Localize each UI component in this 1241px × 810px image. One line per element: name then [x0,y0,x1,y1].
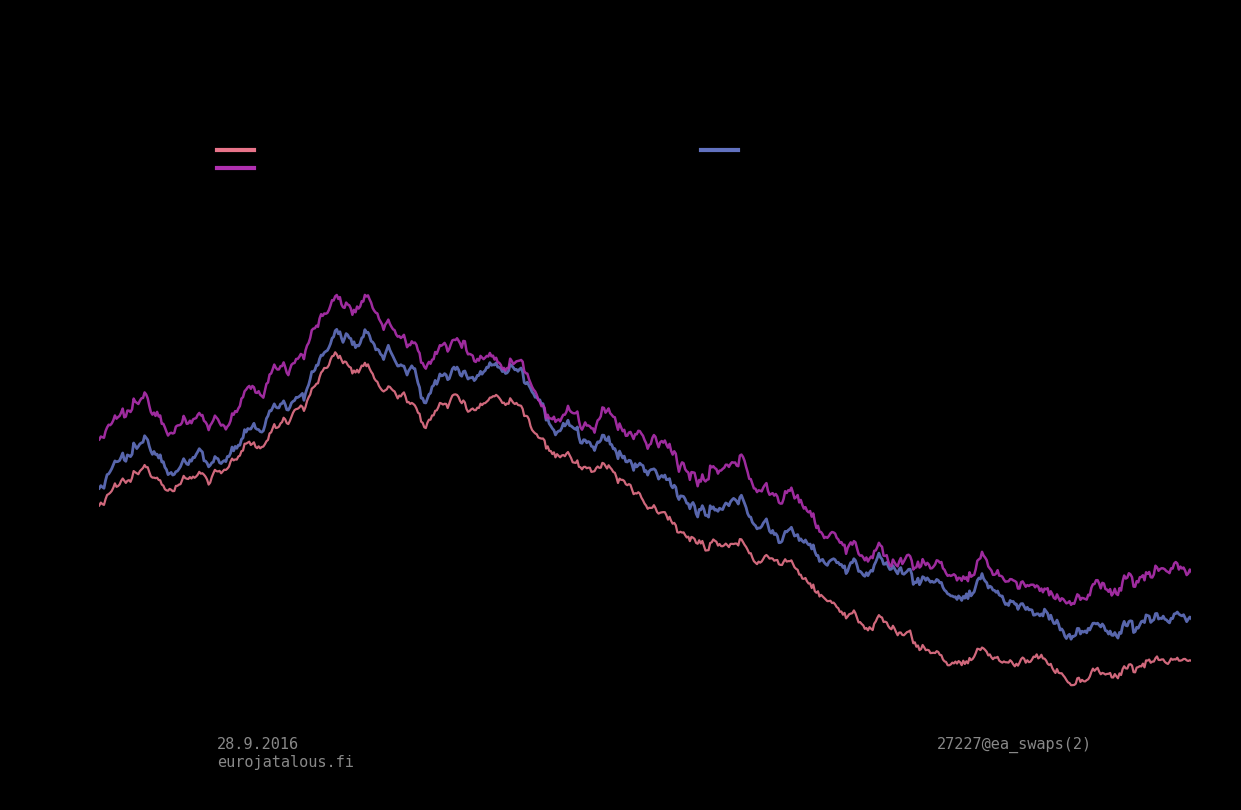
Text: 27227@ea_swaps(2): 27227@ea_swaps(2) [937,737,1092,753]
Text: 28.9.2016
eurojatalous.fi: 28.9.2016 eurojatalous.fi [217,737,354,770]
